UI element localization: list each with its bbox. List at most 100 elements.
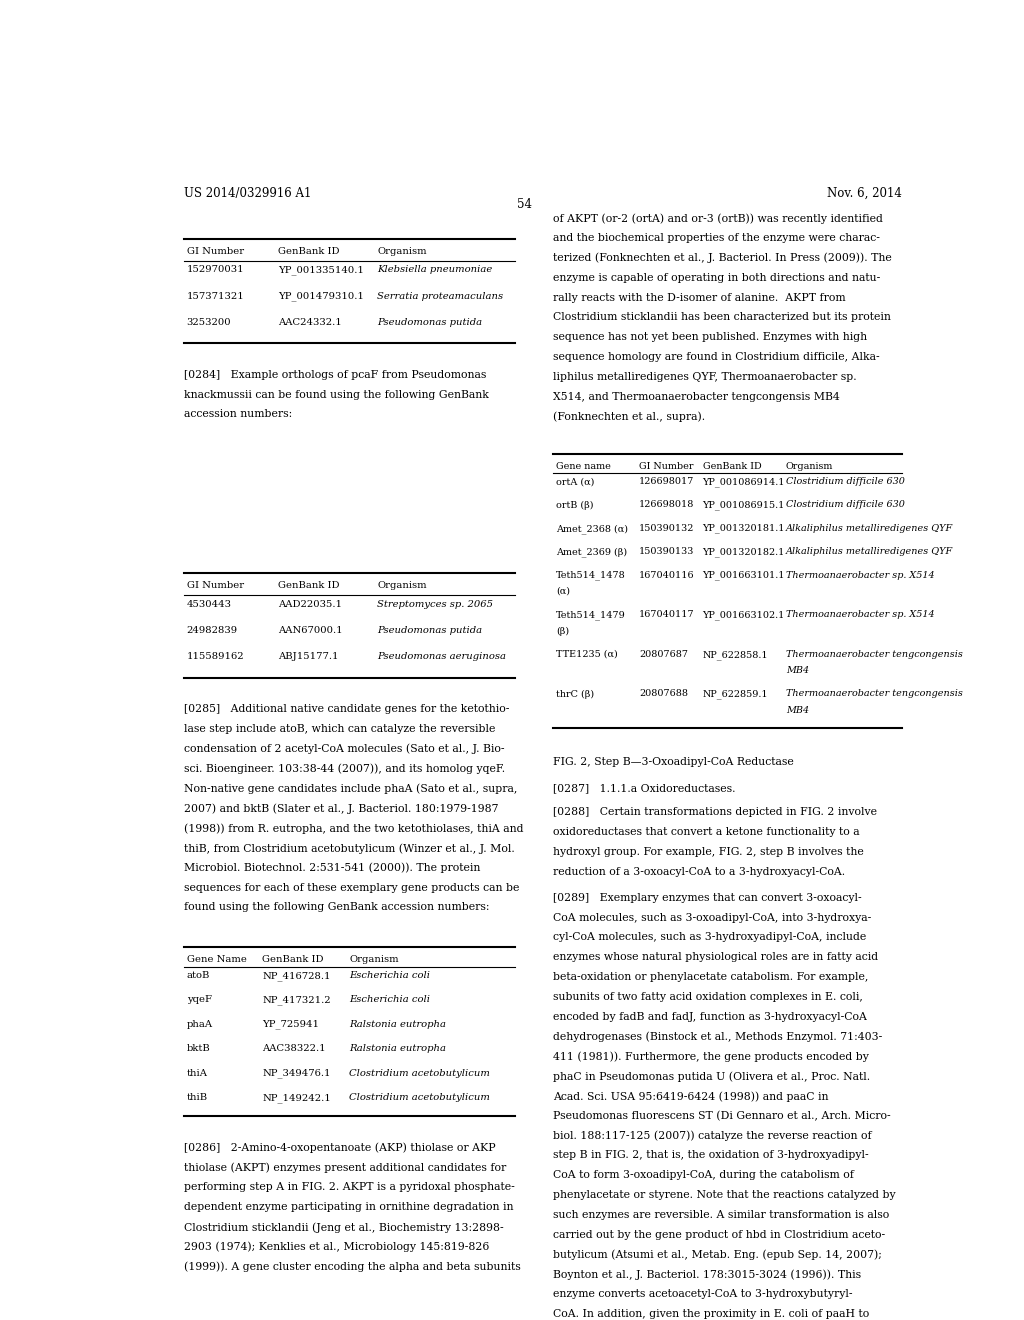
Text: Teth514_1479: Teth514_1479	[556, 610, 626, 620]
Text: 152970031: 152970031	[186, 265, 245, 275]
Text: GI Number: GI Number	[186, 247, 244, 256]
Text: ABJ15177.1: ABJ15177.1	[278, 652, 339, 661]
Text: [0285]   Additional native candidate genes for the ketothio-: [0285] Additional native candidate genes…	[183, 704, 509, 714]
Text: Thermoanaerobacter sp. X514: Thermoanaerobacter sp. X514	[785, 610, 935, 619]
Text: 167040117: 167040117	[639, 610, 694, 619]
Text: YP_001320182.1: YP_001320182.1	[702, 548, 785, 557]
Text: Clostridium acetobutylicum: Clostridium acetobutylicum	[349, 1093, 490, 1102]
Text: Klebsiella pneumoniae: Klebsiella pneumoniae	[377, 265, 493, 275]
Text: 115589162: 115589162	[186, 652, 245, 661]
Text: Clostridium difficile 630: Clostridium difficile 630	[785, 477, 905, 486]
Text: accession numbers:: accession numbers:	[183, 409, 292, 420]
Text: 126698018: 126698018	[639, 500, 694, 510]
Text: thiolase (AKPT) enzymes present additional candidates for: thiolase (AKPT) enzymes present addition…	[183, 1163, 506, 1173]
Text: X514, and Thermoanaerobacter tengcongensis MB4: X514, and Thermoanaerobacter tengcongens…	[553, 392, 840, 401]
Text: Clostridium sticklandii (Jeng et al., Biochemistry 13:2898-: Clostridium sticklandii (Jeng et al., Bi…	[183, 1222, 503, 1233]
Text: 150390133: 150390133	[639, 548, 694, 556]
Text: YP_001663101.1: YP_001663101.1	[702, 570, 785, 581]
Text: US 2014/0329916 A1: US 2014/0329916 A1	[183, 187, 311, 199]
Text: Microbiol. Biotechnol. 2:531-541 (2000)). The protein: Microbiol. Biotechnol. 2:531-541 (2000))…	[183, 863, 480, 874]
Text: sci. Bioengineer. 103:38-44 (2007)), and its homolog yqeF.: sci. Bioengineer. 103:38-44 (2007)), and…	[183, 764, 505, 775]
Text: cyl-CoA molecules, such as 3-hydroxyadipyl-CoA, include: cyl-CoA molecules, such as 3-hydroxyadip…	[553, 932, 866, 942]
Text: condensation of 2 acetyl-CoA molecules (Sato et al., J. Bio-: condensation of 2 acetyl-CoA molecules (…	[183, 744, 504, 755]
Text: NP_349476.1: NP_349476.1	[262, 1069, 331, 1078]
Text: Ralstonia eutropha: Ralstonia eutropha	[349, 1020, 446, 1028]
Text: 2007) and bktB (Slater et al., J. Bacteriol. 180:1979-1987: 2007) and bktB (Slater et al., J. Bacter…	[183, 804, 498, 814]
Text: Gene Name: Gene Name	[186, 954, 247, 964]
Text: thrC (β): thrC (β)	[556, 689, 594, 698]
Text: Clostridium acetobutylicum: Clostridium acetobutylicum	[349, 1069, 490, 1077]
Text: enzymes whose natural physiological roles are in fatty acid: enzymes whose natural physiological role…	[553, 952, 878, 962]
Text: YP_001335140.1: YP_001335140.1	[278, 265, 364, 275]
Text: YP_001320181.1: YP_001320181.1	[702, 524, 785, 533]
Text: knackmussii can be found using the following GenBank: knackmussii can be found using the follo…	[183, 389, 488, 400]
Text: MB4: MB4	[785, 706, 809, 714]
Text: Clostridium difficile 630: Clostridium difficile 630	[785, 500, 905, 510]
Text: oxidoreductases that convert a ketone functionality to a: oxidoreductases that convert a ketone fu…	[553, 828, 859, 837]
Text: 167040116: 167040116	[639, 570, 694, 579]
Text: performing step A in FIG. 2. AKPT is a pyridoxal phosphate-: performing step A in FIG. 2. AKPT is a p…	[183, 1183, 514, 1192]
Text: YP_001086915.1: YP_001086915.1	[702, 500, 785, 510]
Text: and the biochemical properties of the enzyme were charac-: and the biochemical properties of the en…	[553, 234, 880, 243]
Text: enzyme converts acetoacetyl-CoA to 3-hydroxybutyryl-: enzyme converts acetoacetyl-CoA to 3-hyd…	[553, 1290, 852, 1299]
Text: 157371321: 157371321	[186, 292, 245, 301]
Text: sequences for each of these exemplary gene products can be: sequences for each of these exemplary ge…	[183, 883, 519, 892]
Text: enzyme is capable of operating in both directions and natu-: enzyme is capable of operating in both d…	[553, 273, 880, 282]
Text: 20807688: 20807688	[639, 689, 688, 698]
Text: step B in FIG. 2, that is, the oxidation of 3-hydroxyadipyl-: step B in FIG. 2, that is, the oxidation…	[553, 1151, 868, 1160]
Text: carried out by the gene product of hbd in Clostridium aceto-: carried out by the gene product of hbd i…	[553, 1230, 885, 1239]
Text: (β): (β)	[556, 627, 569, 635]
Text: 411 (1981)). Furthermore, the gene products encoded by: 411 (1981)). Furthermore, the gene produ…	[553, 1051, 868, 1061]
Text: ortA (α): ortA (α)	[556, 477, 594, 486]
Text: (1998)) from R. eutropha, and the two ketothiolases, thiA and: (1998)) from R. eutropha, and the two ke…	[183, 824, 523, 834]
Text: Alkaliphilus metalliredigenes QYF: Alkaliphilus metalliredigenes QYF	[785, 524, 953, 533]
Text: Pseudomonas aeruginosa: Pseudomonas aeruginosa	[377, 652, 506, 661]
Text: phenylacetate or styrene. Note that the reactions catalyzed by: phenylacetate or styrene. Note that the …	[553, 1191, 895, 1200]
Text: Amet_2368 (α): Amet_2368 (α)	[556, 524, 628, 533]
Text: GI Number: GI Number	[186, 581, 244, 590]
Text: Organism: Organism	[785, 462, 834, 471]
Text: Amet_2369 (β): Amet_2369 (β)	[556, 548, 627, 557]
Text: AAN67000.1: AAN67000.1	[278, 626, 343, 635]
Text: NP_622858.1: NP_622858.1	[702, 649, 768, 660]
Text: YP_001479310.1: YP_001479310.1	[278, 292, 364, 301]
Text: Organism: Organism	[377, 581, 427, 590]
Text: Streptomyces sp. 2065: Streptomyces sp. 2065	[377, 599, 494, 609]
Text: Thermoanaerobacter sp. X514: Thermoanaerobacter sp. X514	[785, 570, 935, 579]
Text: dependent enzyme participating in ornithine degradation in: dependent enzyme participating in ornith…	[183, 1203, 513, 1212]
Text: ortB (β): ortB (β)	[556, 500, 593, 510]
Text: Serratia proteamaculans: Serratia proteamaculans	[377, 292, 504, 301]
Text: sequence has not yet been published. Enzymes with high: sequence has not yet been published. Enz…	[553, 333, 866, 342]
Text: [0284]   Example orthologs of pcaF from Pseudomonas: [0284] Example orthologs of pcaF from Ps…	[183, 370, 486, 380]
Text: YP_001086914.1: YP_001086914.1	[702, 477, 785, 487]
Text: bktB: bktB	[186, 1044, 211, 1053]
Text: GenBank ID: GenBank ID	[278, 247, 340, 256]
Text: 54: 54	[517, 198, 532, 211]
Text: FIG. 2, Step B—3-Oxoadipyl-CoA Reductase: FIG. 2, Step B—3-Oxoadipyl-CoA Reductase	[553, 756, 794, 767]
Text: 126698017: 126698017	[639, 477, 694, 486]
Text: Teth514_1478: Teth514_1478	[556, 570, 626, 581]
Text: Escherichia coli: Escherichia coli	[349, 995, 430, 1005]
Text: GI Number: GI Number	[639, 462, 693, 471]
Text: Alkaliphilus metalliredigenes QYF: Alkaliphilus metalliredigenes QYF	[785, 548, 953, 556]
Text: MB4: MB4	[785, 667, 809, 675]
Text: yqeF: yqeF	[186, 995, 212, 1005]
Text: (α): (α)	[556, 587, 569, 595]
Text: hydroxyl group. For example, FIG. 2, step B involves the: hydroxyl group. For example, FIG. 2, ste…	[553, 847, 863, 857]
Text: AAD22035.1: AAD22035.1	[278, 599, 342, 609]
Text: terized (Fonknechten et al., J. Bacteriol. In Press (2009)). The: terized (Fonknechten et al., J. Bacterio…	[553, 253, 891, 264]
Text: rally reacts with the D-isomer of alanine.  AKPT from: rally reacts with the D-isomer of alanin…	[553, 293, 845, 302]
Text: thiB: thiB	[186, 1093, 208, 1102]
Text: GenBank ID: GenBank ID	[262, 954, 324, 964]
Text: Pseudomonas putida: Pseudomonas putida	[377, 626, 482, 635]
Text: NP_416728.1: NP_416728.1	[262, 972, 331, 981]
Text: NP_622859.1: NP_622859.1	[702, 689, 768, 700]
Text: such enzymes are reversible. A similar transformation is also: such enzymes are reversible. A similar t…	[553, 1210, 889, 1220]
Text: thiA: thiA	[186, 1069, 208, 1077]
Text: phaC in Pseudomonas putida U (Olivera et al., Proc. Natl.: phaC in Pseudomonas putida U (Olivera et…	[553, 1071, 869, 1081]
Text: [0288]   Certain transformations depicted in FIG. 2 involve: [0288] Certain transformations depicted …	[553, 808, 877, 817]
Text: Escherichia coli: Escherichia coli	[349, 972, 430, 979]
Text: (Fonknechten et al., supra).: (Fonknechten et al., supra).	[553, 412, 705, 422]
Text: AAC38322.1: AAC38322.1	[262, 1044, 326, 1053]
Text: thiB, from Clostridium acetobutylicum (Winzer et al., J. Mol.: thiB, from Clostridium acetobutylicum (W…	[183, 843, 514, 854]
